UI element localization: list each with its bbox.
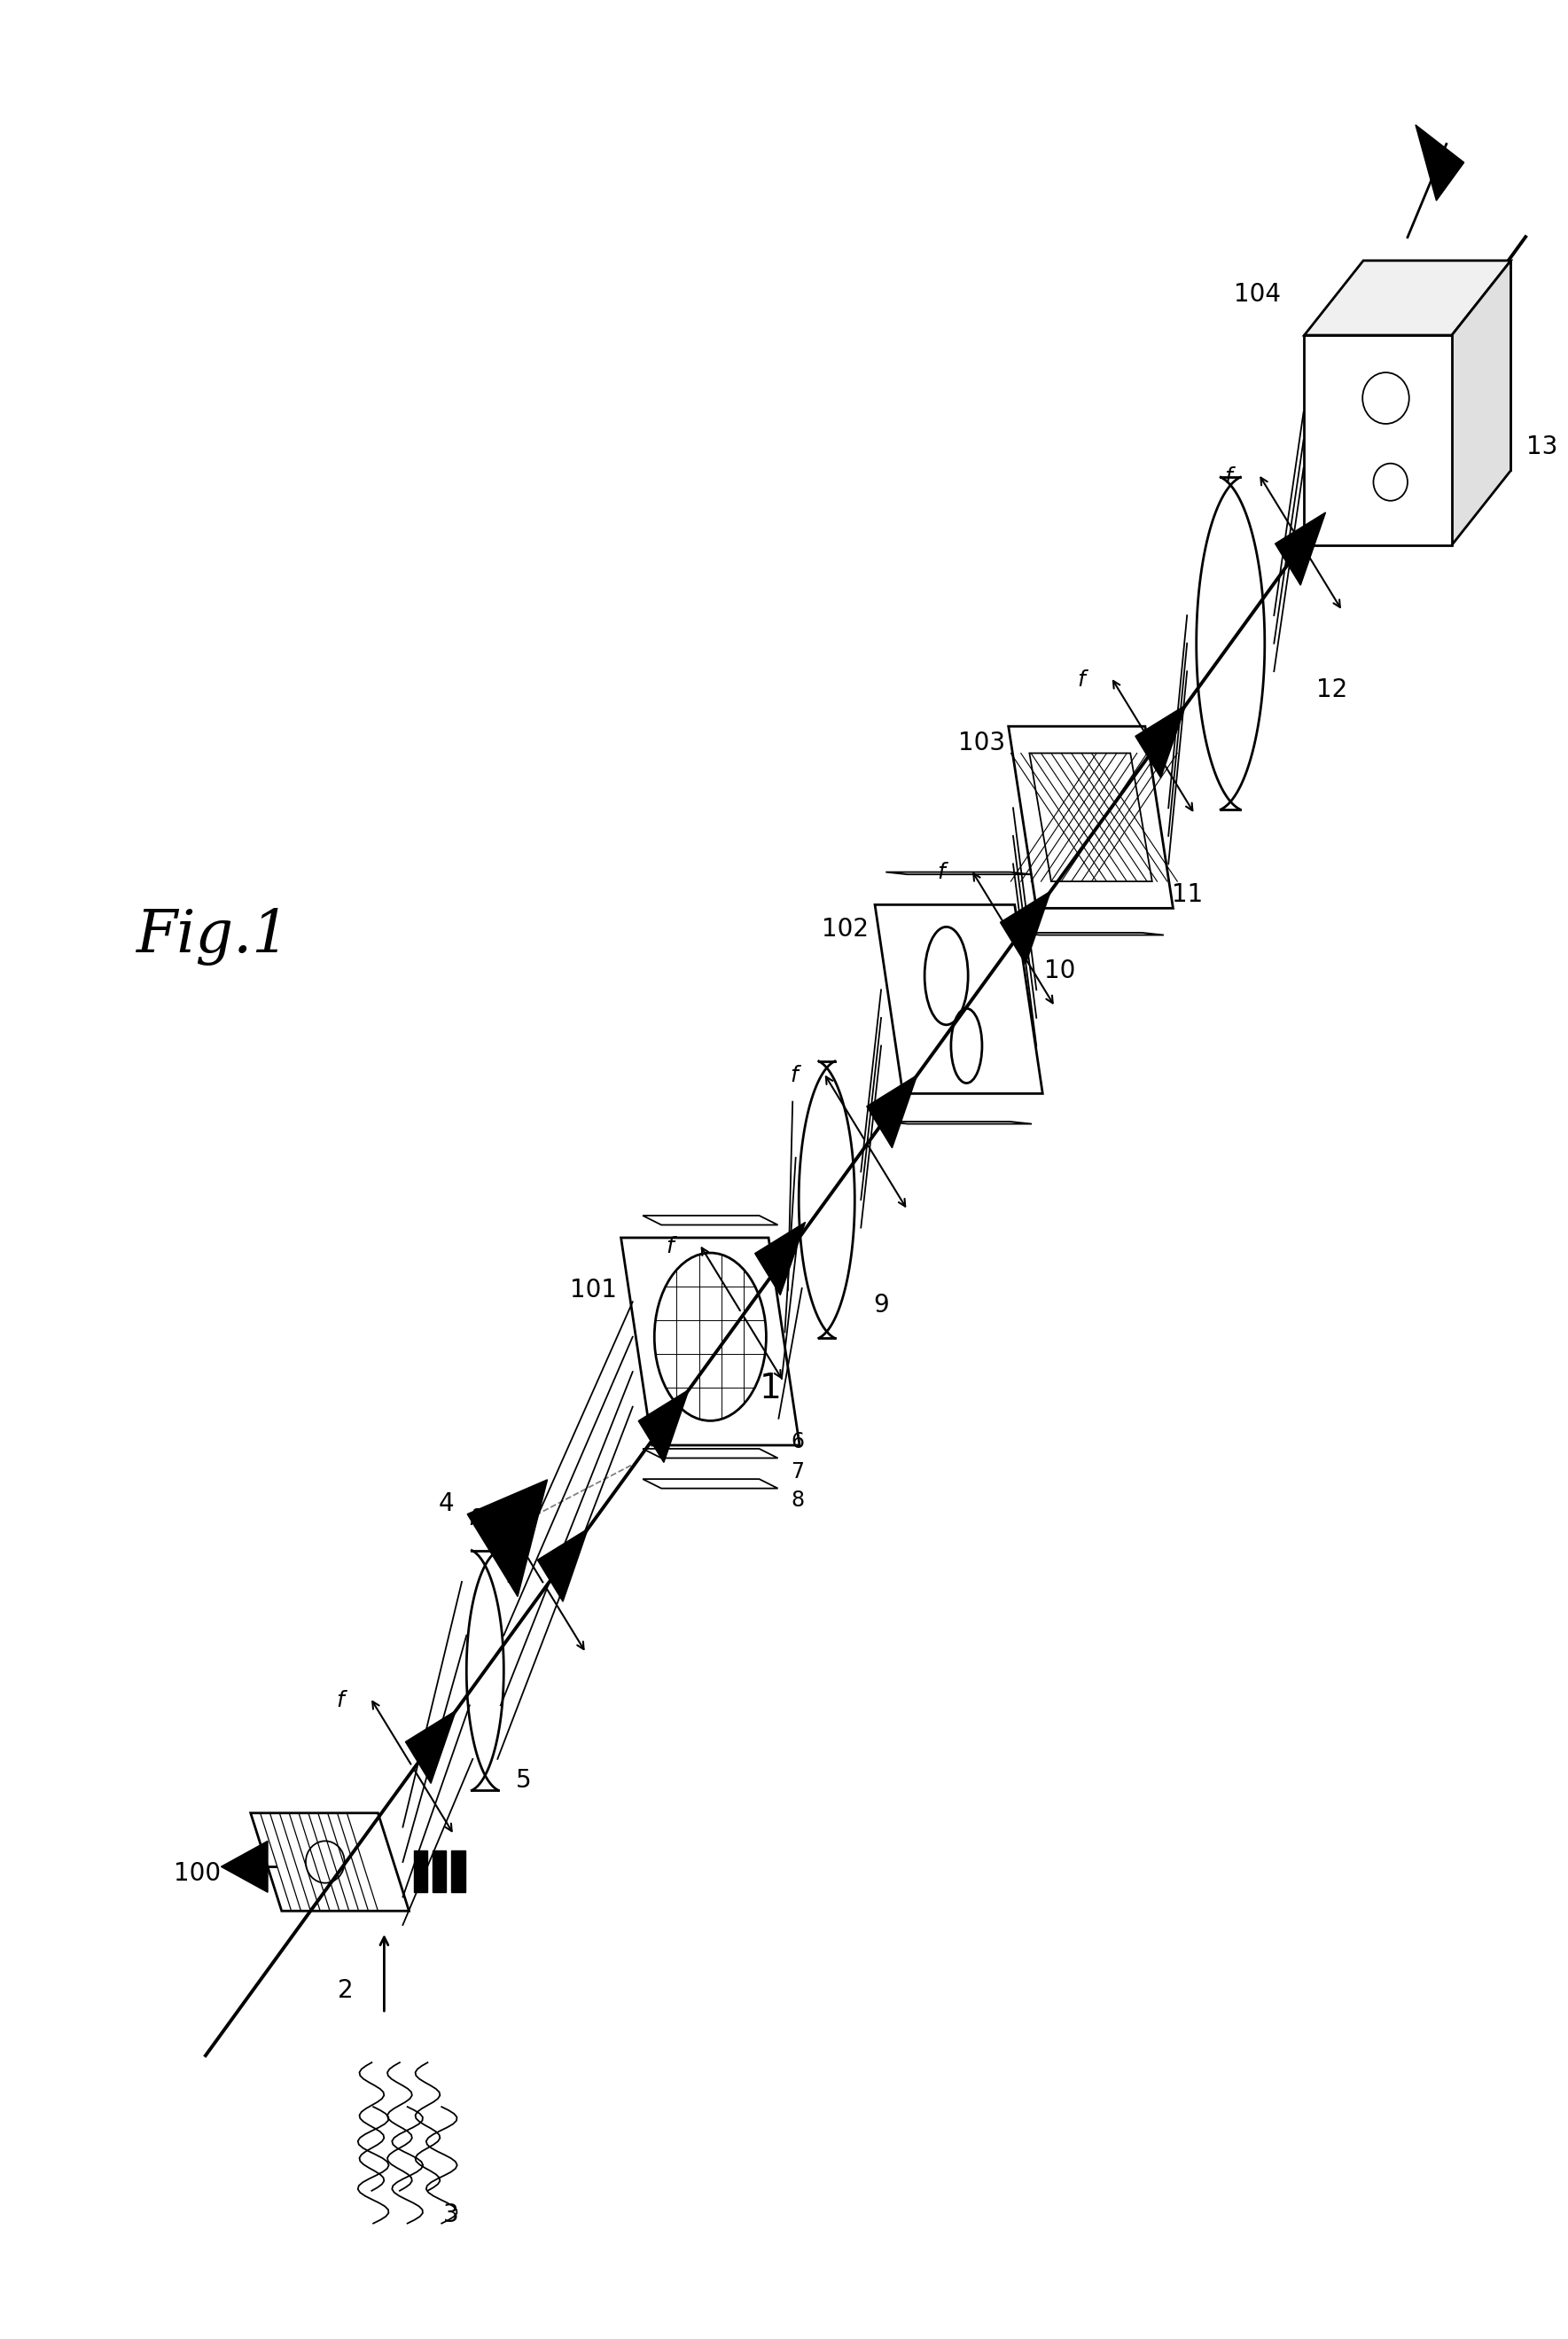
Polygon shape: [867, 1076, 917, 1148]
Polygon shape: [1000, 891, 1051, 964]
Polygon shape: [1452, 260, 1512, 545]
Text: f: f: [337, 1691, 345, 1712]
Polygon shape: [1363, 260, 1512, 470]
Text: 13: 13: [1526, 435, 1557, 458]
Text: 6: 6: [790, 1431, 804, 1453]
Text: 8: 8: [790, 1490, 804, 1511]
Polygon shape: [1305, 260, 1512, 334]
Polygon shape: [754, 1223, 806, 1296]
Text: f: f: [469, 1509, 477, 1530]
Text: 100: 100: [174, 1862, 221, 1885]
Polygon shape: [638, 1389, 688, 1462]
Text: f: f: [790, 1064, 798, 1088]
Text: 7: 7: [790, 1462, 804, 1483]
Text: 9: 9: [873, 1293, 889, 1317]
Text: 102: 102: [822, 917, 869, 943]
Polygon shape: [467, 1481, 547, 1598]
Polygon shape: [406, 1710, 456, 1782]
Text: 103: 103: [958, 730, 1005, 755]
Text: 11: 11: [1171, 882, 1203, 908]
Bar: [452, 1850, 466, 1892]
Text: f: f: [1225, 465, 1232, 487]
Text: f: f: [938, 863, 946, 884]
Text: f: f: [666, 1237, 674, 1258]
Text: 101: 101: [571, 1277, 618, 1303]
Bar: [414, 1850, 428, 1892]
Polygon shape: [1135, 704, 1185, 779]
Polygon shape: [1275, 512, 1325, 585]
Text: 2: 2: [337, 1979, 353, 2005]
Bar: [433, 1850, 447, 1892]
Text: 1: 1: [759, 1371, 781, 1406]
Text: 5: 5: [516, 1768, 532, 1794]
Polygon shape: [538, 1530, 588, 1602]
Text: f: f: [1077, 669, 1085, 690]
Text: 10: 10: [1044, 959, 1076, 985]
Polygon shape: [1416, 124, 1465, 201]
Text: 12: 12: [1316, 678, 1347, 702]
Text: 3: 3: [444, 2203, 459, 2227]
Text: 104: 104: [1234, 283, 1281, 306]
Text: Fig.1: Fig.1: [136, 908, 290, 966]
Polygon shape: [1305, 334, 1452, 545]
Text: 4: 4: [439, 1492, 455, 1516]
Polygon shape: [221, 1841, 268, 1892]
